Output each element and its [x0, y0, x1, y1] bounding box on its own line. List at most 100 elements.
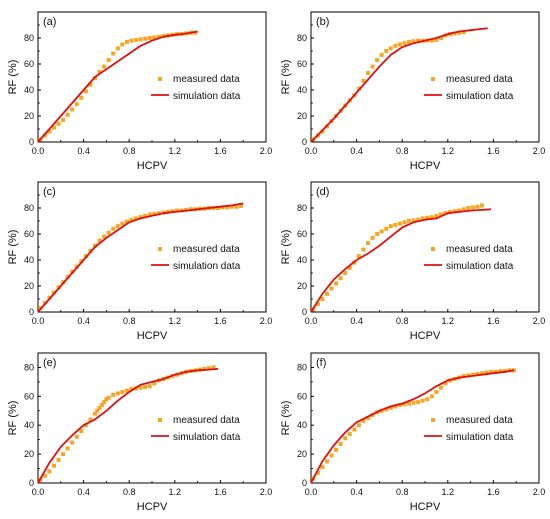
measured-point [129, 217, 134, 222]
measured-point [320, 129, 325, 134]
measured-point [375, 232, 380, 236]
measured-point [111, 51, 116, 56]
measured-point [457, 30, 462, 35]
y-tick-label: 40 [297, 85, 307, 95]
y-tick-label: 0 [29, 478, 34, 488]
legend-measured-label: measured data [446, 415, 513, 426]
measured-point [416, 217, 421, 222]
legend-simulation-label: simulation data [446, 91, 514, 102]
y-axis-label: RF (%) [7, 401, 19, 436]
measured-point [147, 36, 152, 40]
legend-measured-label: measured data [173, 244, 240, 255]
measured-point [343, 436, 348, 441]
measured-point [207, 366, 211, 371]
measured-point [461, 207, 466, 212]
x-tick-label: 0.4 [77, 487, 90, 497]
x-tick-label: 0.4 [350, 487, 363, 497]
measured-point [425, 397, 430, 402]
measured-point [475, 204, 480, 209]
y-tick-label: 40 [24, 85, 34, 95]
measured-point [202, 366, 207, 371]
y-tick-label: 80 [297, 33, 307, 43]
x-tick-label: 1.2 [442, 316, 455, 326]
measured-point [74, 102, 79, 107]
x-tick-label: 2.0 [533, 146, 546, 156]
measured-point [115, 224, 120, 229]
measured-point [138, 215, 143, 220]
simulation-line [37, 30, 198, 143]
x-tick-label: 1.2 [442, 487, 455, 497]
chart-panel-2: 0.0 0.4 0.8 1.2 1.6 2.0 0 20 40 60 80 HCPV RF (%) (c)… [7, 181, 272, 342]
measured-point [470, 372, 475, 377]
measured-point [434, 37, 439, 42]
measured-point [138, 385, 143, 390]
y-tick-label: 0 [302, 137, 307, 147]
measured-point [356, 254, 361, 259]
chart-panel-4: 0.0 0.4 0.8 1.2 1.6 2.0 0 20 40 60 80 HCPV RF (%) (e)… [7, 352, 273, 513]
x-tick-label: 1.6 [487, 146, 500, 156]
measured-point [434, 213, 439, 218]
x-tick-label: 0.0 [305, 146, 318, 156]
measured-point [102, 64, 107, 69]
simulation-line [310, 27, 488, 143]
measured-point [393, 43, 398, 48]
measured-point [61, 117, 66, 122]
x-tick-label: 0.4 [77, 146, 90, 156]
measured-point [170, 209, 175, 214]
x-tick-label: 2.0 [533, 316, 546, 326]
measured-point [356, 423, 361, 428]
y-tick-label: 60 [24, 391, 34, 401]
x-tick-label: 2.0 [260, 487, 273, 497]
measured-point [156, 34, 161, 39]
panel-label: (d) [316, 186, 329, 198]
measured-point [93, 243, 97, 248]
x-tick-label: 0.0 [305, 487, 318, 497]
measured-point [438, 385, 443, 390]
measured-point [115, 46, 120, 51]
measured-point [61, 452, 66, 457]
measured-point [420, 216, 425, 221]
legend-measured-marker [158, 418, 162, 422]
x-tick-label: 1.6 [214, 146, 227, 156]
simulation-line [37, 368, 219, 484]
x-tick-label: 0.0 [32, 487, 45, 497]
measured-point [484, 370, 489, 375]
x-tick-label: 1.6 [487, 316, 500, 326]
x-tick-label: 0.8 [396, 146, 409, 156]
measured-point [475, 371, 480, 376]
measured-point [443, 381, 448, 386]
measured-point [384, 49, 389, 53]
x-tick-label: 0.0 [32, 316, 45, 326]
measured-point [334, 281, 339, 286]
measured-point [124, 388, 129, 393]
measured-point [129, 387, 134, 392]
measured-point [65, 112, 70, 117]
measured-point [129, 38, 134, 43]
measured-point [329, 453, 334, 458]
measured-point [511, 368, 516, 373]
measured-point [56, 457, 61, 462]
simulation-line [37, 202, 244, 313]
measured-point [402, 220, 407, 225]
legend-simulation-label: simulation data [173, 432, 241, 443]
measured-point [411, 400, 416, 405]
measured-point [143, 213, 148, 218]
measured-point [402, 41, 407, 46]
legend-measured-label: measured data [173, 415, 240, 426]
measured-point [111, 392, 116, 397]
measured-point [411, 39, 416, 44]
measured-point [379, 52, 384, 57]
x-tick-label: 1.6 [487, 487, 500, 497]
measured-point [111, 226, 116, 231]
measured-point [88, 82, 93, 87]
panel-label: (b) [316, 16, 329, 28]
measured-point [448, 209, 453, 214]
measured-point [79, 95, 84, 100]
y-tick-label: 0 [29, 307, 34, 317]
measured-point [329, 286, 334, 291]
y-tick-label: 60 [297, 391, 307, 401]
y-tick-label: 20 [24, 111, 34, 121]
x-tick-label: 1.2 [169, 487, 182, 497]
measured-point [429, 38, 434, 43]
